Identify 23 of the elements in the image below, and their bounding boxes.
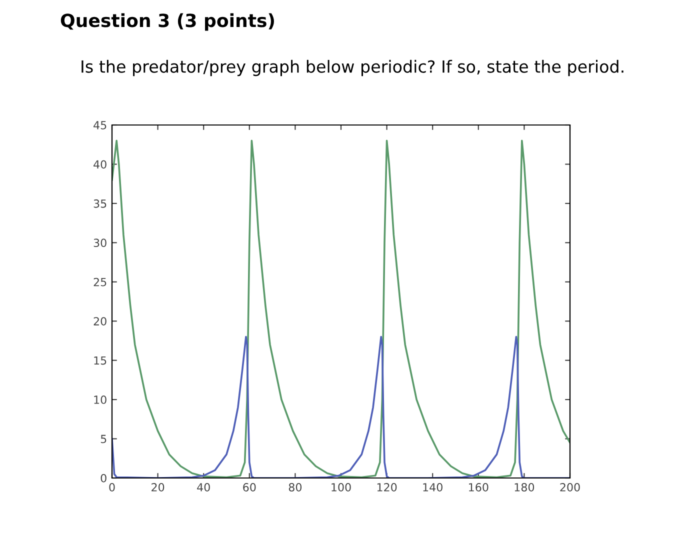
x-tick-label: 140 bbox=[423, 483, 442, 492]
y-tick-label: 10 bbox=[94, 396, 106, 404]
y-tick-label: 45 bbox=[94, 121, 106, 130]
x-tick-label: 160 bbox=[469, 483, 488, 492]
chart-title: Question 3 (3 points) bbox=[60, 13, 274, 31]
y-tick-label: 30 bbox=[94, 238, 106, 248]
y-tick-label: 40 bbox=[94, 160, 106, 169]
x-tick-label: 20 bbox=[152, 483, 164, 492]
x-tick-label: 200 bbox=[560, 483, 580, 492]
y-tick-label: 5 bbox=[100, 434, 106, 444]
x-tick-label: 180 bbox=[514, 483, 534, 492]
y-tick-label: 0 bbox=[100, 474, 106, 482]
chart-subtitle: Is the predator/prey graph below periodic? If so, state the period. bbox=[82, 60, 624, 76]
x-tick-label: 0 bbox=[109, 483, 115, 492]
y-tick-label: 15 bbox=[94, 356, 106, 365]
x-tick-label: 60 bbox=[243, 483, 256, 492]
x-tick-label: 120 bbox=[377, 483, 397, 492]
y-tick-label: 25 bbox=[94, 278, 106, 286]
x-tick-label: 100 bbox=[332, 483, 351, 492]
x-tick-label: 40 bbox=[197, 483, 210, 492]
x-tick-label: 80 bbox=[288, 483, 302, 492]
y-tick-label: 20 bbox=[94, 317, 106, 326]
y-tick-label: 35 bbox=[94, 199, 106, 208]
